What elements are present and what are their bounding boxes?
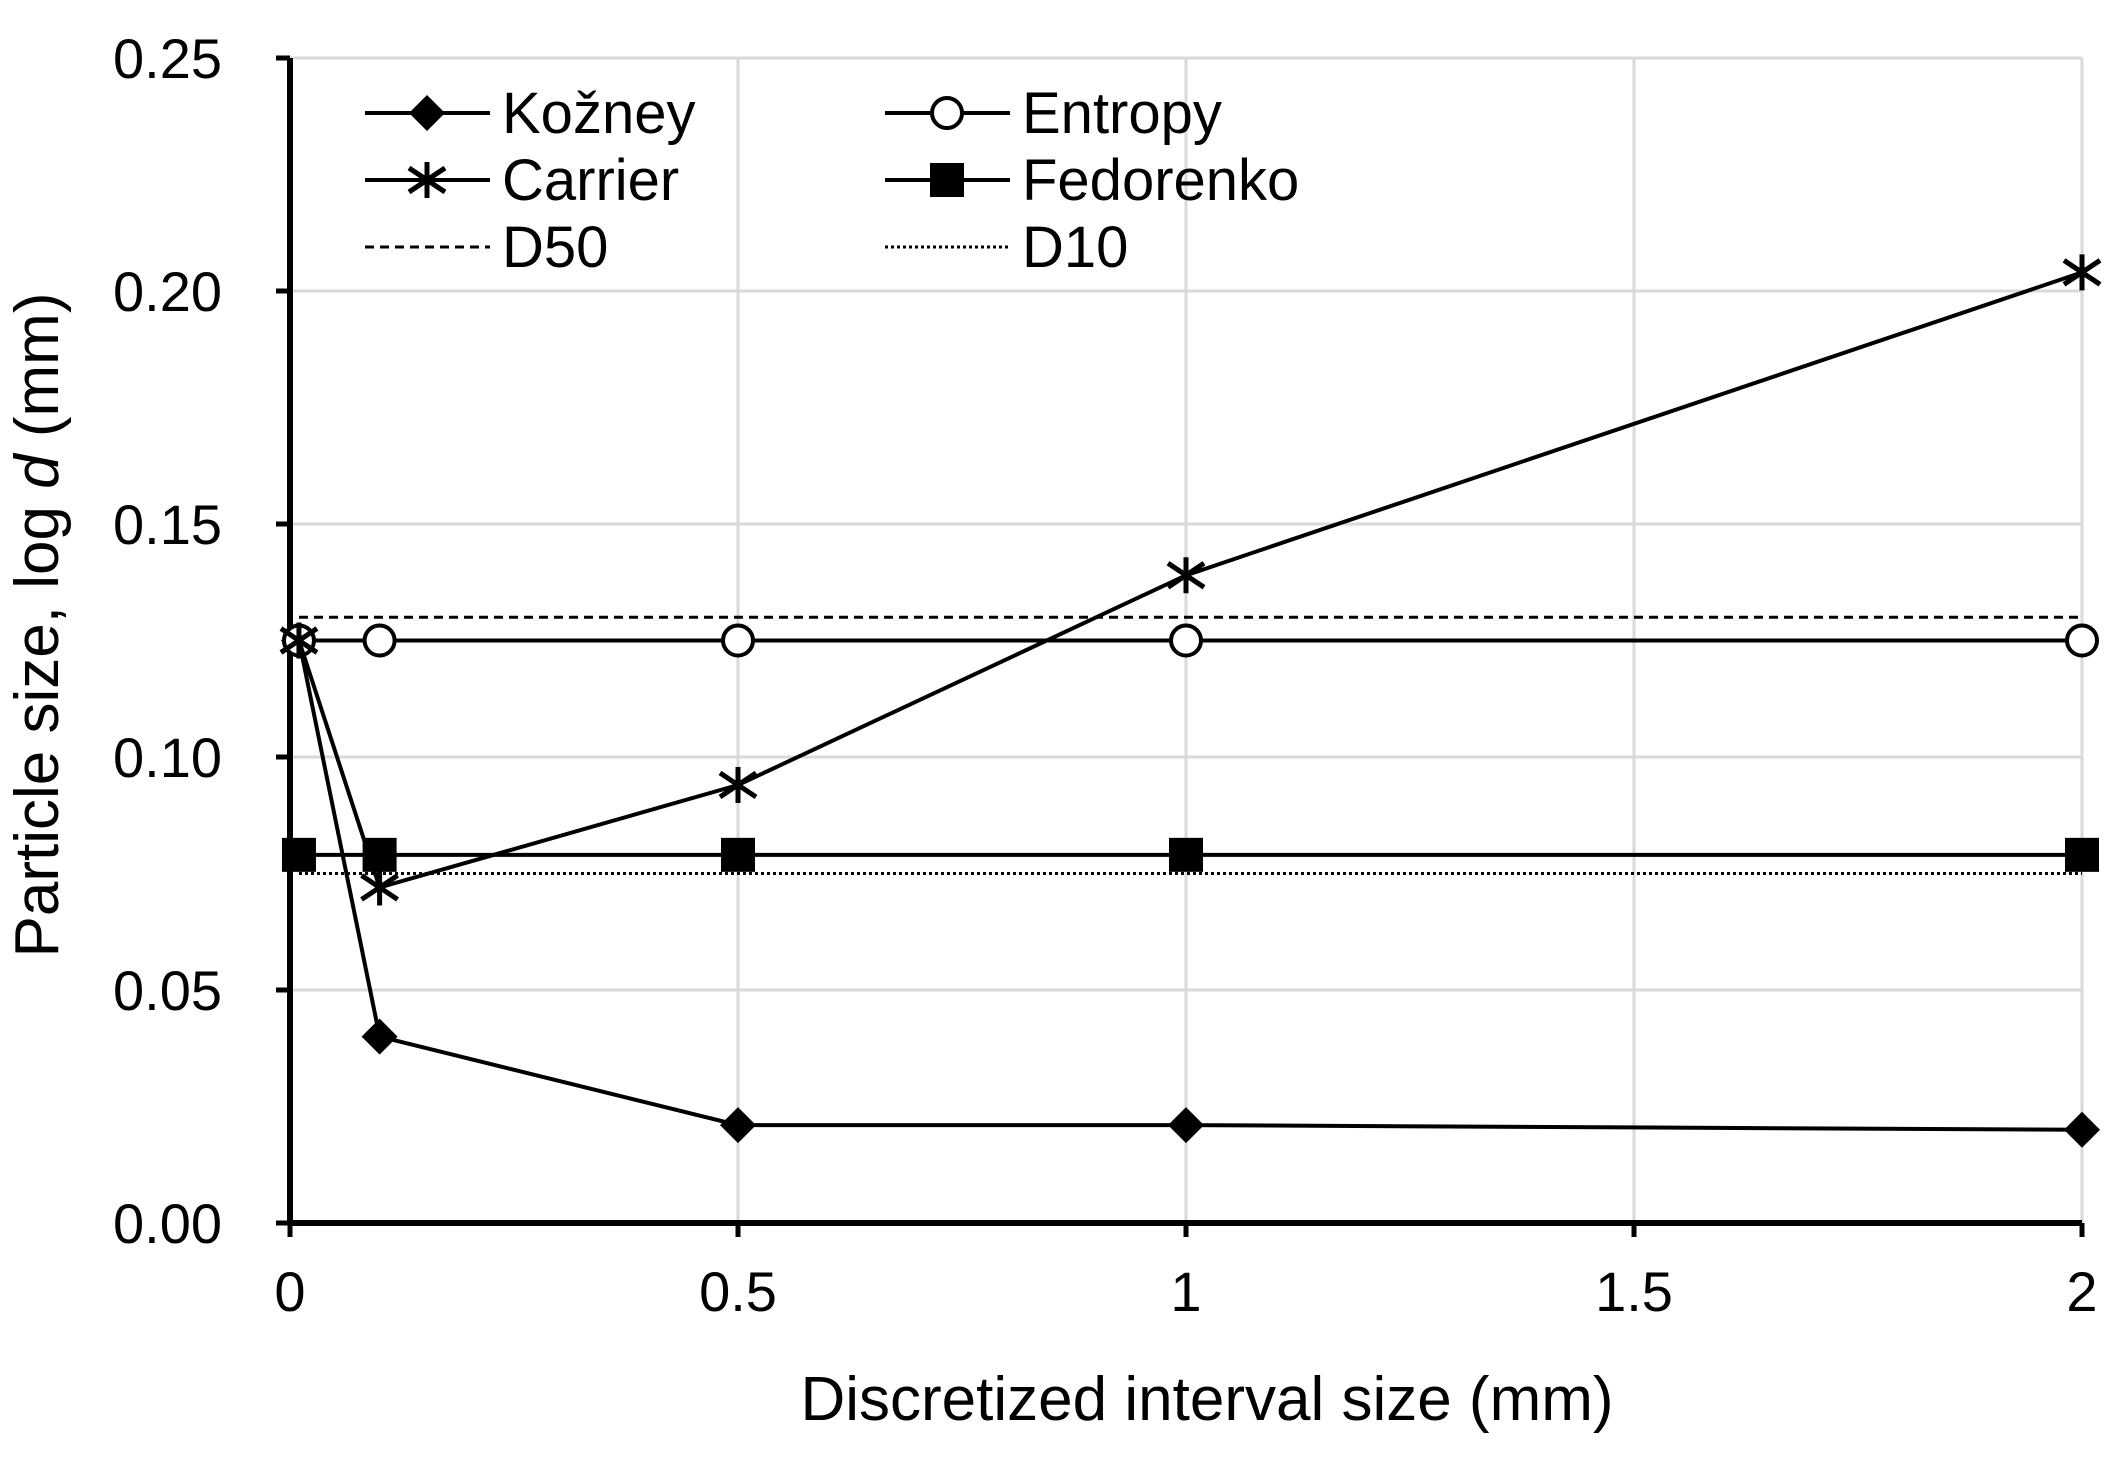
y-axis-title-prefix: Particle size, log [3, 489, 72, 958]
y-axis-title: Particle size, log d (mm) [3, 293, 72, 958]
data-point-circle [362, 623, 397, 658]
x-tick-label: 0.5 [699, 1260, 777, 1323]
data-point-square [1169, 837, 1203, 872]
legend-asterisk-marker [407, 162, 447, 198]
data-point-square [362, 837, 397, 872]
x-tick-label: 1.5 [1595, 1260, 1673, 1323]
series-line-ko-ney [297, 640, 2083, 1132]
legend-item-carrier: Carrier [365, 148, 679, 213]
tick-labels: 0.00 0.05 0.10 0.15 0.20 0.25 0 0.5 1 1.5 2 [113, 27, 2098, 1323]
series-carrier [279, 254, 2102, 906]
data-point-diamond [361, 1018, 398, 1055]
y-tick-label: 0.10 [113, 726, 222, 789]
legend-label-kozney: Kožney [502, 81, 695, 146]
series-fedorenko [281, 837, 2099, 872]
legend-label-carrier: Carrier [502, 148, 679, 213]
series-entropy [281, 623, 2099, 658]
data-point-asterisk [1166, 557, 1206, 594]
legend-item-fedorenko: Fedorenko [885, 148, 1299, 213]
legend-diamond-marker [409, 95, 445, 131]
data-point-diamond [1168, 1107, 1204, 1144]
data-point-square [281, 837, 316, 872]
legend-item-d10: D10 [885, 215, 1128, 280]
x-tick-label: 2 [2066, 1260, 2097, 1323]
data-point-asterisk [718, 766, 758, 803]
y-tick-label: 0.00 [113, 1192, 222, 1255]
data-point-asterisk [2062, 254, 2102, 291]
legend-label-entropy: Entropy [1022, 81, 1222, 146]
legend-item-kozney: Kožney [365, 81, 695, 146]
data-point-diamond [720, 1107, 756, 1144]
legend-label-d50: D50 [502, 215, 608, 280]
x-tick-label: 1 [1170, 1260, 1201, 1323]
y-tick-label: 0.25 [113, 27, 222, 90]
series-ko-ney [280, 622, 2100, 1148]
legend: Kožney Entropy Carrier Fedorenko D50 D10 [365, 81, 1299, 280]
data-point-square [721, 837, 755, 872]
x-axis-title: Discretized interval size (mm) [800, 1365, 1613, 1434]
x-tick-label: 0 [274, 1260, 305, 1323]
legend-item-entropy: Entropy [885, 81, 1222, 146]
legend-square-marker [930, 163, 964, 197]
data-point-diamond [2064, 1111, 2100, 1148]
data-point-asterisk [279, 622, 319, 659]
y-axis-title-suffix: (mm) [3, 293, 72, 455]
legend-item-d50: D50 [365, 215, 608, 280]
y-axis-title-italic: d [3, 452, 72, 489]
data-series [279, 254, 2102, 1148]
y-tick-label: 0.20 [113, 260, 222, 323]
data-point-square [2065, 837, 2099, 872]
legend-circle-marker [930, 96, 964, 130]
legend-label-d10: D10 [1022, 215, 1128, 280]
y-tick-label: 0.05 [113, 959, 222, 1022]
data-point-circle [2065, 623, 2099, 658]
data-point-asterisk [360, 869, 399, 906]
y-tick-label: 0.15 [113, 493, 222, 556]
data-point-circle [1169, 623, 1203, 658]
legend-label-fedorenko: Fedorenko [1022, 148, 1299, 213]
data-point-circle [721, 623, 755, 658]
